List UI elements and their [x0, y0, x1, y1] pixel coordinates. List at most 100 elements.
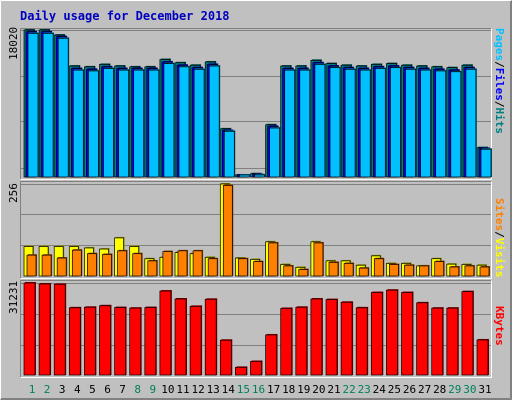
bar-pages-4 [72, 69, 85, 178]
x-tick-28: 28 [433, 383, 446, 396]
bar-kbytes-15 [235, 366, 248, 376]
bar-sites-30 [464, 264, 475, 277]
bar-pages-16 [254, 173, 266, 178]
bar-pages-11 [178, 65, 190, 178]
bar-kbytes-29 [446, 307, 459, 376]
bar-sites-31 [479, 266, 490, 277]
bar-pages-20 [314, 63, 326, 178]
bar-sites-4 [71, 249, 83, 277]
x-tick-1: 1 [29, 383, 36, 396]
x-tick-27: 27 [418, 383, 431, 396]
x-tick-16: 16 [252, 383, 265, 396]
panel-0-max-label: 18020 [7, 27, 20, 60]
x-tick-10: 10 [161, 383, 174, 396]
bar-sites-14 [222, 184, 234, 277]
bar-kbytes-8 [129, 307, 142, 376]
bar-sites-15 [238, 257, 249, 277]
legend-part-2-0: KBytes [493, 306, 506, 346]
bar-sites-25 [389, 263, 400, 277]
bar-pages-12 [193, 68, 206, 178]
bar-sites-2 [41, 254, 53, 277]
bar-kbytes-16 [250, 360, 263, 376]
bar-sites-21 [328, 261, 339, 277]
bar-sites-9 [147, 259, 158, 277]
bar-kbytes-3 [53, 283, 67, 376]
x-tick-8: 8 [134, 383, 141, 396]
x-tick-20: 20 [312, 383, 325, 396]
bar-sites-7 [117, 249, 128, 277]
bar-pages-15 [239, 174, 251, 178]
x-tick-18: 18 [282, 383, 295, 396]
bar-pages-9 [148, 69, 160, 178]
right-series-labels: Pages/Files/Hits Sites/Visits KBytes [493, 28, 506, 346]
x-tick-12: 12 [191, 383, 204, 396]
bar-kbytes-17 [265, 333, 278, 376]
bar-kbytes-25 [386, 289, 399, 376]
legend-part-0-2: Files [493, 68, 506, 101]
bar-pages-10 [163, 62, 175, 178]
x-tick-13: 13 [207, 383, 220, 396]
bar-pages-14 [223, 130, 236, 178]
bar-pages-27 [420, 69, 432, 178]
bar-kbytes-28 [431, 307, 444, 376]
bar-kbytes-26 [401, 291, 414, 376]
bar-pages-1 [27, 32, 39, 178]
bar-kbytes-1 [23, 282, 36, 376]
bar-sites-3 [56, 257, 68, 277]
bar-pages-22 [344, 68, 357, 178]
bar-kbytes-20 [310, 297, 323, 376]
bar-sites-22 [343, 262, 355, 277]
bar-pages-30 [465, 68, 477, 178]
bar-sites-1 [26, 254, 37, 277]
bar-kbytes-5 [84, 306, 97, 376]
bar-pages-2 [42, 32, 55, 178]
x-tick-6: 6 [104, 383, 111, 396]
legend-part-1-1: / [493, 231, 506, 238]
bar-kbytes-12 [189, 305, 203, 376]
bar-kbytes-21 [325, 298, 338, 376]
bar-pages-25 [390, 66, 402, 178]
bar-sites-27 [419, 264, 430, 277]
bar-pages-13 [208, 65, 221, 178]
legend-part-0-0: Pages [493, 28, 506, 61]
bar-sites-23 [358, 267, 370, 277]
bar-sites-10 [162, 250, 173, 277]
bar-kbytes-2 [38, 282, 52, 376]
bar-sites-5 [87, 252, 98, 277]
panel-frame-1 [20, 181, 492, 279]
bar-pages-17 [269, 127, 281, 178]
panel-0-legend: Pages/Files/Hits [493, 28, 506, 134]
x-tick-labels: 1 2 3 4 5 6 7 8 9 10 11 12 13 14 15 16 17 18 19 20 21 22 23 24 2… [29, 383, 492, 396]
panel-2-legend: KBytes [493, 306, 506, 346]
bar-kbytes-10 [159, 290, 172, 376]
bar-pages-31 [480, 148, 492, 178]
bar-kbytes-30 [461, 290, 474, 376]
panel-2-max-label: 31231 [7, 281, 20, 314]
chart-title: Daily usage for December 2018 [20, 9, 230, 23]
x-tick-7: 7 [119, 383, 126, 396]
bar-pages-21 [329, 66, 341, 178]
bar-kbytes-18 [280, 307, 293, 376]
bar-pages-28 [435, 69, 447, 178]
bar-pages-29 [450, 70, 462, 178]
bar-sites-19 [298, 268, 309, 277]
bar-pages-5 [88, 69, 100, 178]
bar-pages-7 [118, 69, 130, 178]
x-tick-15: 15 [237, 383, 250, 396]
bars [23, 29, 492, 376]
x-tick-30: 30 [463, 383, 476, 396]
bar-sites-12 [192, 249, 204, 277]
bar-pages-24 [374, 67, 387, 178]
bar-sites-18 [283, 264, 294, 277]
panel-1-legend: Sites/Visits [493, 198, 506, 278]
x-tick-14: 14 [222, 383, 236, 396]
x-tick-11: 11 [176, 383, 189, 396]
bar-sites-11 [177, 249, 188, 277]
bar-kbytes-24 [370, 291, 384, 376]
bar-sites-16 [253, 260, 264, 277]
bar-sites-6 [102, 253, 113, 277]
bar-pages-18 [284, 69, 296, 178]
x-tick-21: 21 [327, 383, 340, 396]
bar-sites-13 [207, 257, 219, 277]
